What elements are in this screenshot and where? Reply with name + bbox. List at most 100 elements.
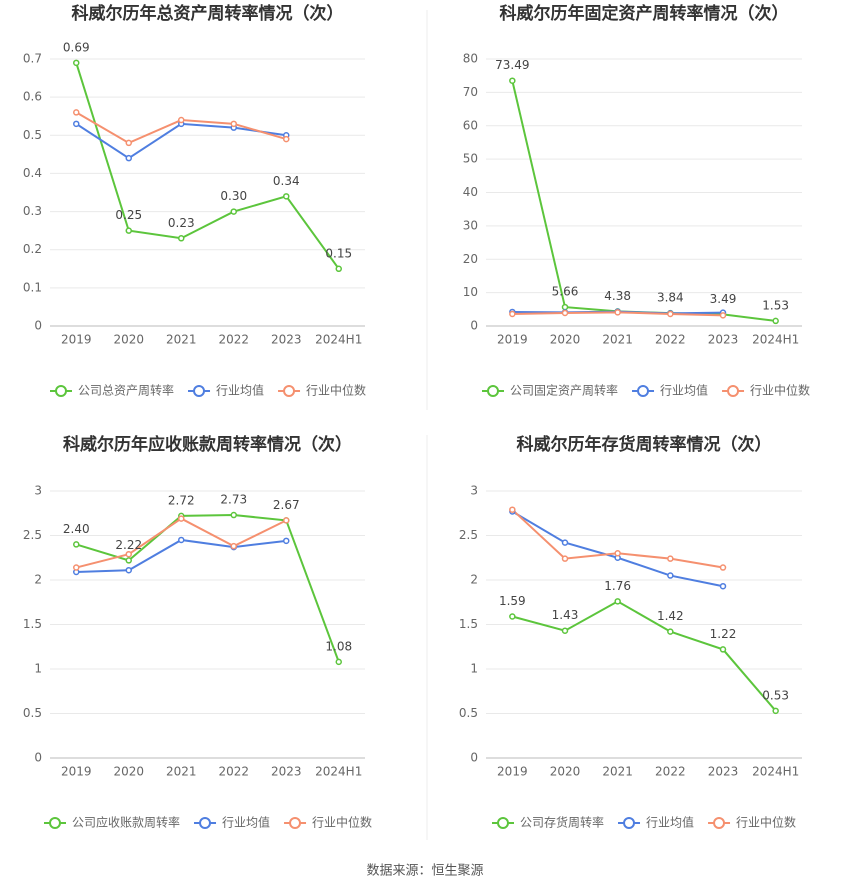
point: [335, 658, 342, 666]
point: [73, 120, 80, 128]
point: [561, 627, 569, 634]
chart-title: 科威尔历年总资产周转率情况（次）: [72, 3, 344, 24]
legend-label[interactable]: 行业中位数: [306, 383, 366, 398]
x-tick-label: 2019: [61, 765, 92, 779]
legend-swatch: [193, 385, 206, 397]
point: [125, 557, 132, 564]
point: [230, 511, 237, 519]
value-label: 1.42: [657, 609, 684, 623]
legend-swatch: [55, 385, 67, 397]
legend-label[interactable]: 公司固定资产周转率: [510, 383, 618, 398]
legend-swatch: [49, 817, 61, 829]
value-label: 0.53: [762, 688, 789, 702]
legend-swatch: [199, 817, 212, 829]
value-label: 5.66: [552, 285, 579, 299]
series-line: [75, 514, 340, 663]
legend-label[interactable]: 行业均值: [222, 815, 270, 830]
value-label: 73.49: [495, 58, 529, 72]
point: [283, 193, 290, 200]
point: [125, 139, 132, 147]
value-label: 0.23: [168, 216, 195, 230]
y-tick-label: 0: [34, 751, 42, 765]
series-line: [75, 62, 340, 270]
y-tick-label: 2.5: [459, 528, 478, 542]
series-line: [512, 600, 777, 712]
y-tick-label: 0.1: [23, 280, 42, 294]
legend-swatch: [289, 817, 302, 829]
x-tick-label: 2022: [655, 765, 686, 779]
legend-label[interactable]: 行业均值: [660, 383, 708, 398]
legend-label[interactable]: 行业中位数: [312, 815, 372, 830]
legend-label[interactable]: 公司存货周转率: [520, 815, 604, 830]
value-label: 3.84: [657, 291, 684, 305]
point: [125, 566, 132, 574]
point: [509, 77, 516, 84]
value-label: 0.30: [220, 189, 247, 203]
y-tick-label: 0: [34, 319, 42, 333]
legend-label[interactable]: 公司应收账款周转率: [72, 815, 180, 830]
legend-swatch: [487, 385, 499, 397]
point: [561, 539, 569, 546]
y-tick-label: 1: [470, 662, 478, 676]
x-tick-label: 2021: [166, 765, 197, 779]
value-label: 2.67: [273, 498, 300, 512]
x-tick-label: 2021: [602, 765, 633, 779]
x-tick-label: 2022: [655, 333, 686, 347]
legend-label[interactable]: 行业均值: [216, 383, 264, 398]
legend-swatch: [637, 385, 650, 397]
legend-label[interactable]: 行业均值: [646, 815, 694, 830]
y-tick-label: 0.5: [23, 706, 42, 720]
x-tick-label: 2020: [113, 765, 144, 779]
y-tick-label: 30: [463, 218, 478, 232]
point: [178, 536, 185, 544]
point: [614, 550, 621, 557]
point: [772, 707, 779, 715]
x-tick-label: 2024H1: [315, 333, 362, 347]
value-label: 3.49: [710, 292, 737, 306]
y-tick-label: 10: [463, 285, 478, 299]
point: [614, 598, 621, 605]
chart-title: 科威尔历年固定资产周转率情况（次）: [500, 3, 789, 24]
legend-label[interactable]: 公司总资产周转率: [78, 383, 174, 398]
x-tick-label: 2020: [113, 333, 144, 347]
point: [509, 613, 516, 620]
value-label: 2.72: [168, 493, 195, 507]
point: [667, 572, 674, 579]
legend-swatch: [713, 817, 726, 829]
legend-swatch: [497, 817, 509, 829]
point: [335, 265, 342, 273]
y-tick-label: 0: [470, 751, 478, 765]
x-tick-label: 2021: [166, 333, 197, 347]
y-tick-label: 1: [34, 662, 42, 676]
legend-label[interactable]: 行业中位数: [736, 815, 796, 830]
y-tick-label: 70: [463, 85, 478, 99]
point: [283, 517, 290, 524]
x-tick-label: 2023: [271, 333, 302, 347]
value-label: 1.53: [762, 298, 789, 312]
y-tick-label: 20: [463, 252, 478, 266]
value-label: 1.76: [604, 579, 631, 593]
y-tick-label: 0: [470, 319, 478, 333]
point: [125, 550, 132, 558]
point: [125, 154, 132, 162]
y-tick-label: 3: [470, 484, 478, 498]
value-label: 2.22: [115, 538, 142, 552]
value-label: 2.40: [63, 522, 90, 536]
y-tick-label: 50: [463, 152, 478, 166]
y-tick-label: 2: [470, 573, 478, 587]
point: [719, 564, 727, 571]
y-tick-label: 1.5: [459, 617, 478, 631]
source: 数据来源：恒生聚源: [366, 864, 483, 879]
point: [719, 582, 727, 590]
x-tick-label: 2019: [497, 765, 528, 779]
series-line: [511, 510, 724, 588]
point: [509, 310, 516, 318]
x-tick-label: 2020: [550, 333, 581, 347]
legend-label[interactable]: 行业中位数: [750, 383, 810, 398]
point: [561, 309, 569, 317]
y-tick-label: 0.5: [23, 128, 42, 142]
value-label: 1.59: [499, 594, 526, 608]
y-tick-label: 3: [34, 484, 42, 498]
legend-swatch: [283, 385, 296, 397]
